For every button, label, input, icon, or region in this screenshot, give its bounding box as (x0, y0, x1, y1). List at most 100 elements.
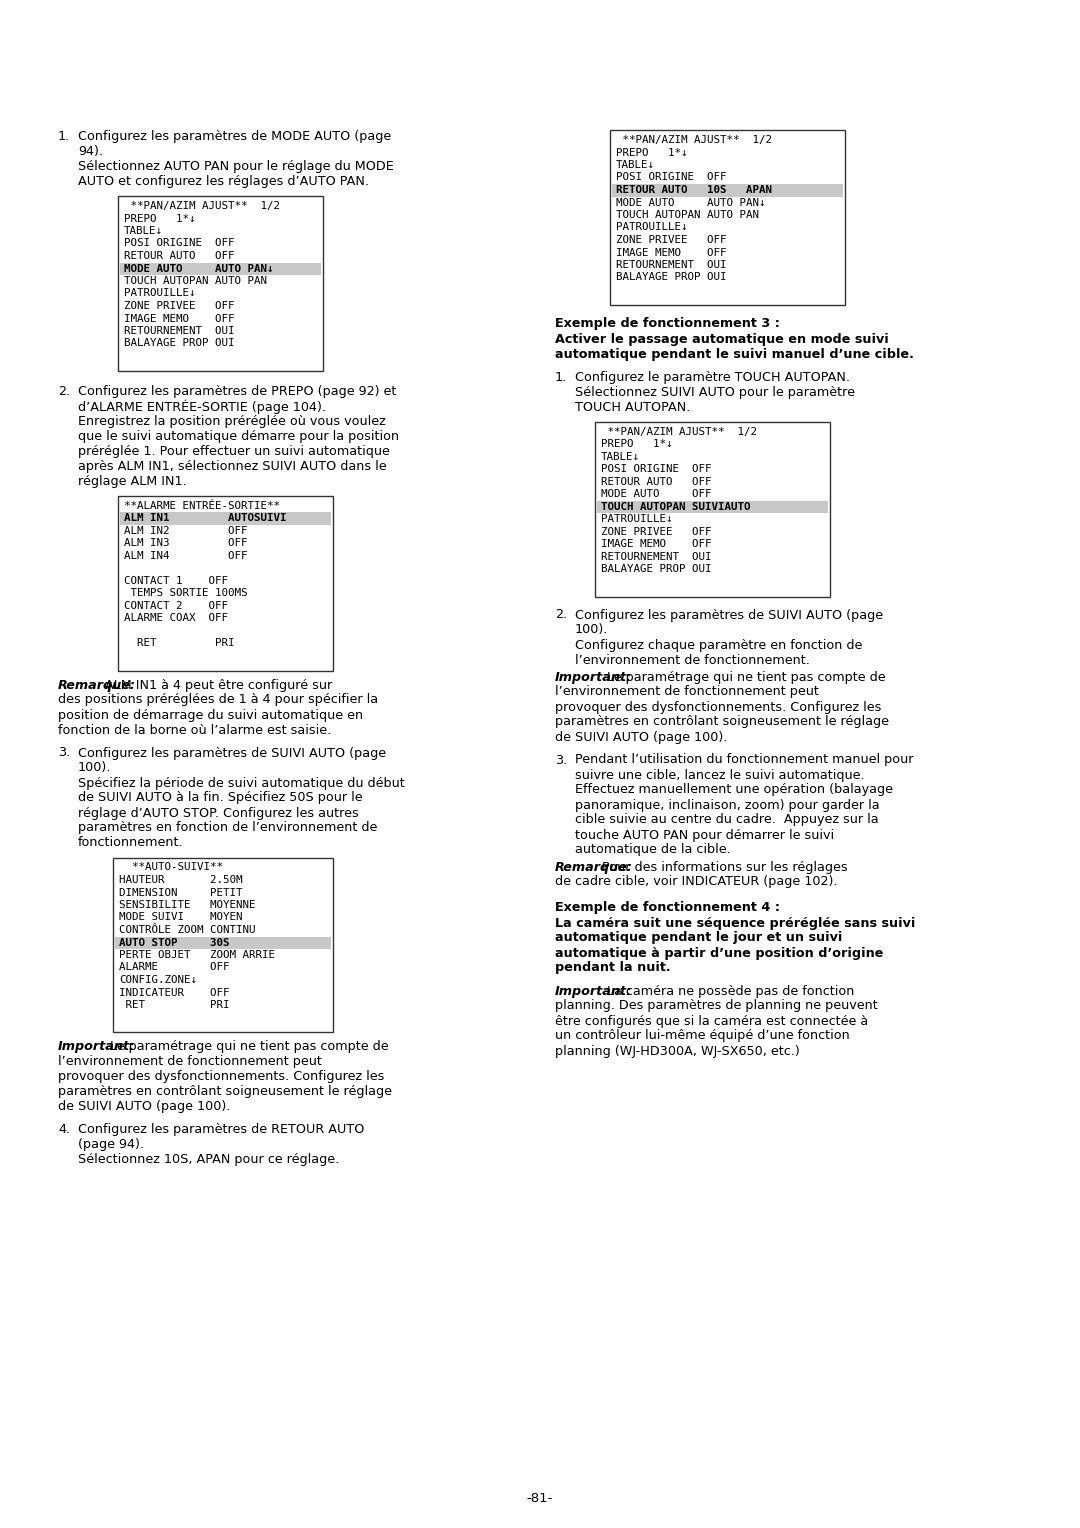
Bar (595, 422, 831, 596)
Text: 3.: 3. (58, 747, 70, 759)
Text: paramètres en contrôlant soigneusement le réglage: paramètres en contrôlant soigneusement l… (555, 715, 889, 729)
Text: automatique de la cible.: automatique de la cible. (575, 843, 731, 857)
Text: BALAYAGE PROP OUI: BALAYAGE PROP OUI (600, 564, 712, 575)
Text: de SUIVI AUTO (page 100).: de SUIVI AUTO (page 100). (58, 1100, 230, 1114)
Text: MODE AUTO     AUTO PAN↓: MODE AUTO AUTO PAN↓ (616, 197, 766, 208)
Text: cible suivie au centre du cadre.  Appuyez sur la: cible suivie au centre du cadre. Appuyez… (575, 813, 879, 827)
Text: POSI ORIGINE  OFF: POSI ORIGINE OFF (600, 465, 712, 474)
Text: fonction de la borne où l’alarme est saisie.: fonction de la borne où l’alarme est sai… (58, 723, 332, 736)
Text: ZONE PRIVEE   OFF: ZONE PRIVEE OFF (616, 235, 727, 244)
Text: Pendant l’utilisation du fonctionnement manuel pour: Pendant l’utilisation du fonctionnement … (575, 753, 914, 767)
Text: Enregistrez la position préréglée où vous voulez: Enregistrez la position préréglée où vou… (78, 414, 386, 428)
Bar (120, 512, 330, 524)
Text: **PAN/AZIM AJUST**  1/2: **PAN/AZIM AJUST** 1/2 (600, 426, 757, 437)
Text: Configurez les paramètres de SUIVI AUTO (page: Configurez les paramètres de SUIVI AUTO … (78, 747, 387, 759)
Text: de SUIVI AUTO (page 100).: de SUIVI AUTO (page 100). (555, 730, 727, 744)
Text: POSI ORIGINE  OFF: POSI ORIGINE OFF (124, 238, 234, 249)
Text: Sélectionnez AUTO PAN pour le réglage du MODE: Sélectionnez AUTO PAN pour le réglage du… (78, 160, 394, 173)
Text: Important:: Important: (555, 984, 632, 998)
Text: 2.: 2. (58, 385, 70, 397)
Text: **AUTO-SUIVI**: **AUTO-SUIVI** (119, 862, 222, 872)
Text: de cadre cible, voir INDICATEUR (page 102).: de cadre cible, voir INDICATEUR (page 10… (555, 876, 837, 888)
Text: après ALM IN1, sélectionnez SUIVI AUTO dans le: après ALM IN1, sélectionnez SUIVI AUTO d… (78, 460, 387, 472)
Text: PATROUILLE↓: PATROUILLE↓ (616, 223, 688, 232)
Text: Effectuez manuellement une opération (balayage: Effectuez manuellement une opération (ba… (575, 784, 893, 796)
Text: PREPO   1*↓: PREPO 1*↓ (124, 214, 195, 223)
Text: l’environnement de fonctionnement peut: l’environnement de fonctionnement peut (555, 686, 819, 698)
Text: planning (WJ-HD300A, WJ-SX650, etc.): planning (WJ-HD300A, WJ-SX650, etc.) (555, 1045, 800, 1057)
Text: Configurez les paramètres de MODE AUTO (page: Configurez les paramètres de MODE AUTO (… (78, 130, 391, 144)
Text: Le paramétrage qui ne tient pas compte de: Le paramétrage qui ne tient pas compte d… (603, 671, 886, 683)
Text: de SUIVI AUTO à la fin. Spécifiez 50S pour le: de SUIVI AUTO à la fin. Spécifiez 50S po… (78, 792, 363, 805)
Text: Le paramétrage qui ne tient pas compte de: Le paramétrage qui ne tient pas compte d… (106, 1041, 389, 1053)
Text: Configurez les paramètres de PREPO (page 92) et: Configurez les paramètres de PREPO (page… (78, 385, 396, 397)
Text: RETOURNEMENT  OUI: RETOURNEMENT OUI (616, 260, 727, 270)
Text: MODE AUTO     AUTO PAN↓: MODE AUTO AUTO PAN↓ (124, 263, 273, 274)
Text: INDICATEUR    OFF: INDICATEUR OFF (119, 987, 229, 998)
Text: PATROUILLE↓: PATROUILLE↓ (124, 289, 195, 298)
Text: automatique pendant le suivi manuel d’une cible.: automatique pendant le suivi manuel d’un… (555, 348, 914, 361)
Text: PREPO   1*↓: PREPO 1*↓ (616, 148, 688, 157)
Bar (113, 857, 333, 1033)
Bar (118, 196, 323, 371)
Text: La caméra ne possède pas de fonction: La caméra ne possède pas de fonction (603, 984, 854, 998)
Text: suivre une cible, lancez le suivi automatique.: suivre une cible, lancez le suivi automa… (575, 769, 865, 781)
Text: l’environnement de fonctionnement.: l’environnement de fonctionnement. (575, 654, 810, 666)
Text: panoramique, inclinaison, zoom) pour garder la: panoramique, inclinaison, zoom) pour gar… (575, 799, 879, 811)
Text: **PAN/AZIM AJUST**  1/2: **PAN/AZIM AJUST** 1/2 (616, 134, 772, 145)
Text: Sélectionnez 10S, APAN pour ce réglage.: Sélectionnez 10S, APAN pour ce réglage. (78, 1154, 339, 1166)
Text: 4.: 4. (58, 1123, 70, 1137)
Text: CONTACT 1    OFF: CONTACT 1 OFF (124, 576, 228, 585)
Text: RETOUR AUTO   OFF: RETOUR AUTO OFF (124, 251, 234, 261)
Text: (page 94).: (page 94). (78, 1138, 144, 1151)
Text: position de démarrage du suivi automatique en: position de démarrage du suivi automatiq… (58, 709, 363, 721)
Text: l’environnement de fonctionnement peut: l’environnement de fonctionnement peut (58, 1056, 322, 1068)
Text: TOUCH AUTOPAN.: TOUCH AUTOPAN. (575, 400, 690, 414)
Text: réglage d’AUTO STOP. Configurez les autres: réglage d’AUTO STOP. Configurez les autr… (78, 807, 359, 819)
Text: Important:: Important: (555, 671, 632, 683)
Text: automatique à partir d’une position d’origine: automatique à partir d’une position d’or… (555, 946, 883, 960)
Text: réglage ALM IN1.: réglage ALM IN1. (78, 475, 187, 487)
Text: ALM IN4         OFF: ALM IN4 OFF (124, 550, 247, 561)
Text: -81-: -81- (527, 1491, 553, 1505)
Text: planning. Des paramètres de planning ne peuvent: planning. Des paramètres de planning ne … (555, 999, 878, 1013)
Text: Configurez chaque paramètre en fonction de: Configurez chaque paramètre en fonction … (575, 639, 862, 651)
Text: TOUCH AUTOPAN SUIVIAUTO: TOUCH AUTOPAN SUIVIAUTO (600, 501, 751, 512)
Text: touche AUTO PAN pour démarrer le suivi: touche AUTO PAN pour démarrer le suivi (575, 828, 834, 842)
Text: fonctionnement.: fonctionnement. (78, 836, 184, 850)
Text: Pour des informations sur les réglages: Pour des informations sur les réglages (598, 860, 848, 874)
Text: TABLE↓: TABLE↓ (600, 452, 640, 461)
Text: SENSIBILITE   MOYENNE: SENSIBILITE MOYENNE (119, 900, 256, 911)
Text: ALM IN3         OFF: ALM IN3 OFF (124, 538, 247, 549)
Text: paramètres en fonction de l’environnement de: paramètres en fonction de l’environnemen… (78, 822, 377, 834)
Text: PREPO   1*↓: PREPO 1*↓ (600, 439, 673, 449)
Text: ALM IN1         AUTOSUIVI: ALM IN1 AUTOSUIVI (124, 513, 286, 523)
Text: RETOURNEMENT  OUI: RETOURNEMENT OUI (600, 552, 712, 562)
Text: RETOUR AUTO   OFF: RETOUR AUTO OFF (600, 477, 712, 487)
Text: ALARME COAX  OFF: ALARME COAX OFF (124, 613, 228, 623)
Text: RET         PRI: RET PRI (124, 639, 234, 648)
Bar (597, 501, 828, 513)
Text: RET          PRI: RET PRI (119, 999, 229, 1010)
Text: ZONE PRIVEE   OFF: ZONE PRIVEE OFF (124, 301, 234, 312)
Text: MODE SUIVI    MOYEN: MODE SUIVI MOYEN (119, 912, 243, 923)
Text: BALAYAGE PROP OUI: BALAYAGE PROP OUI (616, 272, 727, 283)
Text: d’ALARME ENTRÉE-SORTIE (page 104).: d’ALARME ENTRÉE-SORTIE (page 104). (78, 400, 326, 414)
Text: CONFIG.ZONE↓: CONFIG.ZONE↓ (119, 975, 197, 986)
Text: automatique pendant le jour et un suivi: automatique pendant le jour et un suivi (555, 932, 842, 944)
Text: TOUCH AUTOPAN AUTO PAN: TOUCH AUTOPAN AUTO PAN (616, 209, 759, 220)
Text: 1.: 1. (58, 130, 70, 144)
Text: TABLE↓: TABLE↓ (616, 160, 654, 170)
Bar (612, 183, 843, 197)
Text: RETOUR AUTO   10S   APAN: RETOUR AUTO 10S APAN (616, 185, 772, 196)
Text: Exemple de fonctionnement 3 :: Exemple de fonctionnement 3 : (555, 316, 780, 330)
Text: POSI ORIGINE  OFF: POSI ORIGINE OFF (616, 173, 727, 182)
Bar (610, 130, 845, 304)
Text: BALAYAGE PROP OUI: BALAYAGE PROP OUI (124, 339, 234, 348)
Text: CONTACT 2    OFF: CONTACT 2 OFF (124, 601, 228, 611)
Text: RETOURNEMENT  OUI: RETOURNEMENT OUI (124, 325, 234, 336)
Text: 3.: 3. (555, 753, 567, 767)
Text: PATROUILLE↓: PATROUILLE↓ (600, 515, 673, 524)
Text: préréglée 1. Pour effectuer un suivi automatique: préréglée 1. Pour effectuer un suivi aut… (78, 445, 390, 458)
Text: **PAN/AZIM AJUST**  1/2: **PAN/AZIM AJUST** 1/2 (124, 202, 280, 211)
